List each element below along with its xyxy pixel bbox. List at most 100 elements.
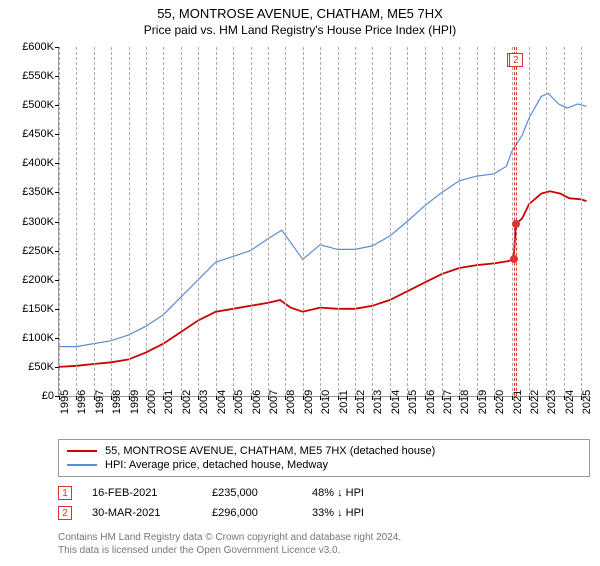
- sale-row-marker: 1: [58, 486, 72, 500]
- footer-line-1: Contains HM Land Registry data © Crown c…: [58, 531, 590, 544]
- chart-title: 55, MONTROSE AVENUE, CHATHAM, ME5 7HX: [0, 6, 600, 21]
- x-axis-tick-label: 2014: [390, 390, 402, 414]
- x-axis-tick-label: 2024: [564, 390, 576, 414]
- x-gridline: [268, 47, 269, 396]
- x-axis-tick-label: 1999: [129, 390, 141, 414]
- series-line: [59, 191, 587, 367]
- x-gridline: [198, 47, 199, 396]
- x-gridline: [303, 47, 304, 396]
- x-axis-tick-label: 2004: [216, 390, 228, 414]
- x-axis-tick-label: 2018: [459, 390, 471, 414]
- x-axis-tick-label: 2003: [198, 390, 210, 414]
- x-gridline: [494, 47, 495, 396]
- x-gridline: [459, 47, 460, 396]
- x-axis-tick-label: 2017: [442, 390, 454, 414]
- x-gridline: [163, 47, 164, 396]
- x-gridline: [372, 47, 373, 396]
- x-gridline: [529, 47, 530, 396]
- sale-row-date: 16-FEB-2021: [92, 487, 192, 499]
- legend-swatch: [67, 464, 97, 466]
- sale-row-marker: 2: [58, 506, 72, 520]
- y-axis-tick-label: £400K: [22, 157, 54, 169]
- x-axis-tick-label: 2012: [355, 390, 367, 414]
- x-axis-tick-label: 2001: [163, 390, 175, 414]
- legend-item: HPI: Average price, detached house, Medw…: [67, 458, 581, 472]
- x-gridline: [251, 47, 252, 396]
- legend-box: 55, MONTROSE AVENUE, CHATHAM, ME5 7HX (d…: [58, 439, 590, 477]
- y-axis-tick-label: £0: [42, 390, 54, 402]
- footer-line-2: This data is licensed under the Open Gov…: [58, 544, 590, 557]
- x-gridline: [355, 47, 356, 396]
- x-axis-tick-label: 2019: [477, 390, 489, 414]
- x-gridline: [320, 47, 321, 396]
- y-axis-tick-label: £150K: [22, 303, 54, 315]
- x-gridline: [181, 47, 182, 396]
- sale-row-price: £296,000: [212, 507, 292, 519]
- sale-row-date: 30-MAR-2021: [92, 507, 192, 519]
- x-axis-tick-label: 2007: [268, 390, 280, 414]
- legend-label: 55, MONTROSE AVENUE, CHATHAM, ME5 7HX (d…: [105, 445, 435, 457]
- y-axis-tick-label: £200K: [22, 274, 54, 286]
- x-gridline: [390, 47, 391, 396]
- sale-row-price: £235,000: [212, 487, 292, 499]
- sale-row-delta: 48% ↓ HPI: [312, 487, 392, 499]
- x-gridline: [407, 47, 408, 396]
- sale-marker-badge: 2: [509, 53, 523, 67]
- x-gridline: [338, 47, 339, 396]
- x-gridline: [76, 47, 77, 396]
- x-axis-tick-label: 2009: [303, 390, 315, 414]
- x-gridline: [564, 47, 565, 396]
- chart-plot-area: £0£50K£100K£150K£200K£250K£300K£350K£400…: [58, 47, 590, 397]
- footer-text: Contains HM Land Registry data © Crown c…: [58, 531, 590, 557]
- legend-item: 55, MONTROSE AVENUE, CHATHAM, ME5 7HX (d…: [67, 444, 581, 458]
- x-axis-tick-label: 2013: [372, 390, 384, 414]
- x-gridline: [216, 47, 217, 396]
- x-gridline: [146, 47, 147, 396]
- y-axis-tick-label: £50K: [28, 361, 54, 373]
- x-gridline: [94, 47, 95, 396]
- chart-subtitle: Price paid vs. HM Land Registry's House …: [0, 23, 600, 37]
- x-axis-tick-label: 2000: [146, 390, 158, 414]
- sale-point-dot: [510, 255, 518, 263]
- x-axis-tick-label: 2010: [320, 390, 332, 414]
- sale-row: 2 30-MAR-2021 £296,000 33% ↓ HPI: [58, 503, 590, 523]
- x-axis-tick-label: 2020: [494, 390, 506, 414]
- x-axis-tick-label: 1998: [111, 390, 123, 414]
- sale-point-dot: [512, 220, 520, 228]
- x-gridline: [233, 47, 234, 396]
- x-gridline: [285, 47, 286, 396]
- x-gridline: [111, 47, 112, 396]
- x-gridline: [129, 47, 130, 396]
- x-axis-tick-label: 2002: [181, 390, 193, 414]
- legend-swatch: [67, 450, 97, 452]
- x-gridline: [425, 47, 426, 396]
- x-axis-tick-label: 2015: [407, 390, 419, 414]
- x-gridline: [59, 47, 60, 396]
- x-axis-tick-label: 1997: [94, 390, 106, 414]
- y-axis-tick-label: £450K: [22, 128, 54, 140]
- x-axis-tick-label: 2025: [581, 390, 593, 414]
- x-axis-tick-label: 2005: [233, 390, 245, 414]
- sale-row: 1 16-FEB-2021 £235,000 48% ↓ HPI: [58, 483, 590, 503]
- y-axis-tick-label: £550K: [22, 70, 54, 82]
- y-axis-tick-label: £600K: [22, 41, 54, 53]
- x-gridline: [581, 47, 582, 396]
- x-gridline: [546, 47, 547, 396]
- y-axis-tick-label: £100K: [22, 332, 54, 344]
- y-axis-tick-label: £300K: [22, 216, 54, 228]
- x-gridline: [442, 47, 443, 396]
- legend-label: HPI: Average price, detached house, Medw…: [105, 459, 328, 471]
- y-axis-tick-label: £250K: [22, 245, 54, 257]
- sale-row-delta: 33% ↓ HPI: [312, 507, 392, 519]
- x-axis-tick-label: 2023: [546, 390, 558, 414]
- y-axis-tick-label: £350K: [22, 186, 54, 198]
- x-axis-tick-label: 2016: [425, 390, 437, 414]
- x-axis-tick-label: 2022: [529, 390, 541, 414]
- x-axis-tick-label: 2006: [251, 390, 263, 414]
- sales-table: 1 16-FEB-2021 £235,000 48% ↓ HPI 2 30-MAR-202…: [58, 483, 590, 523]
- x-axis-tick-label: 1996: [76, 390, 88, 414]
- chart-lines-svg: [59, 47, 590, 396]
- x-axis-tick-label: 1995: [59, 390, 71, 414]
- x-axis-tick-label: 2008: [285, 390, 297, 414]
- y-axis-tick-label: £500K: [22, 99, 54, 111]
